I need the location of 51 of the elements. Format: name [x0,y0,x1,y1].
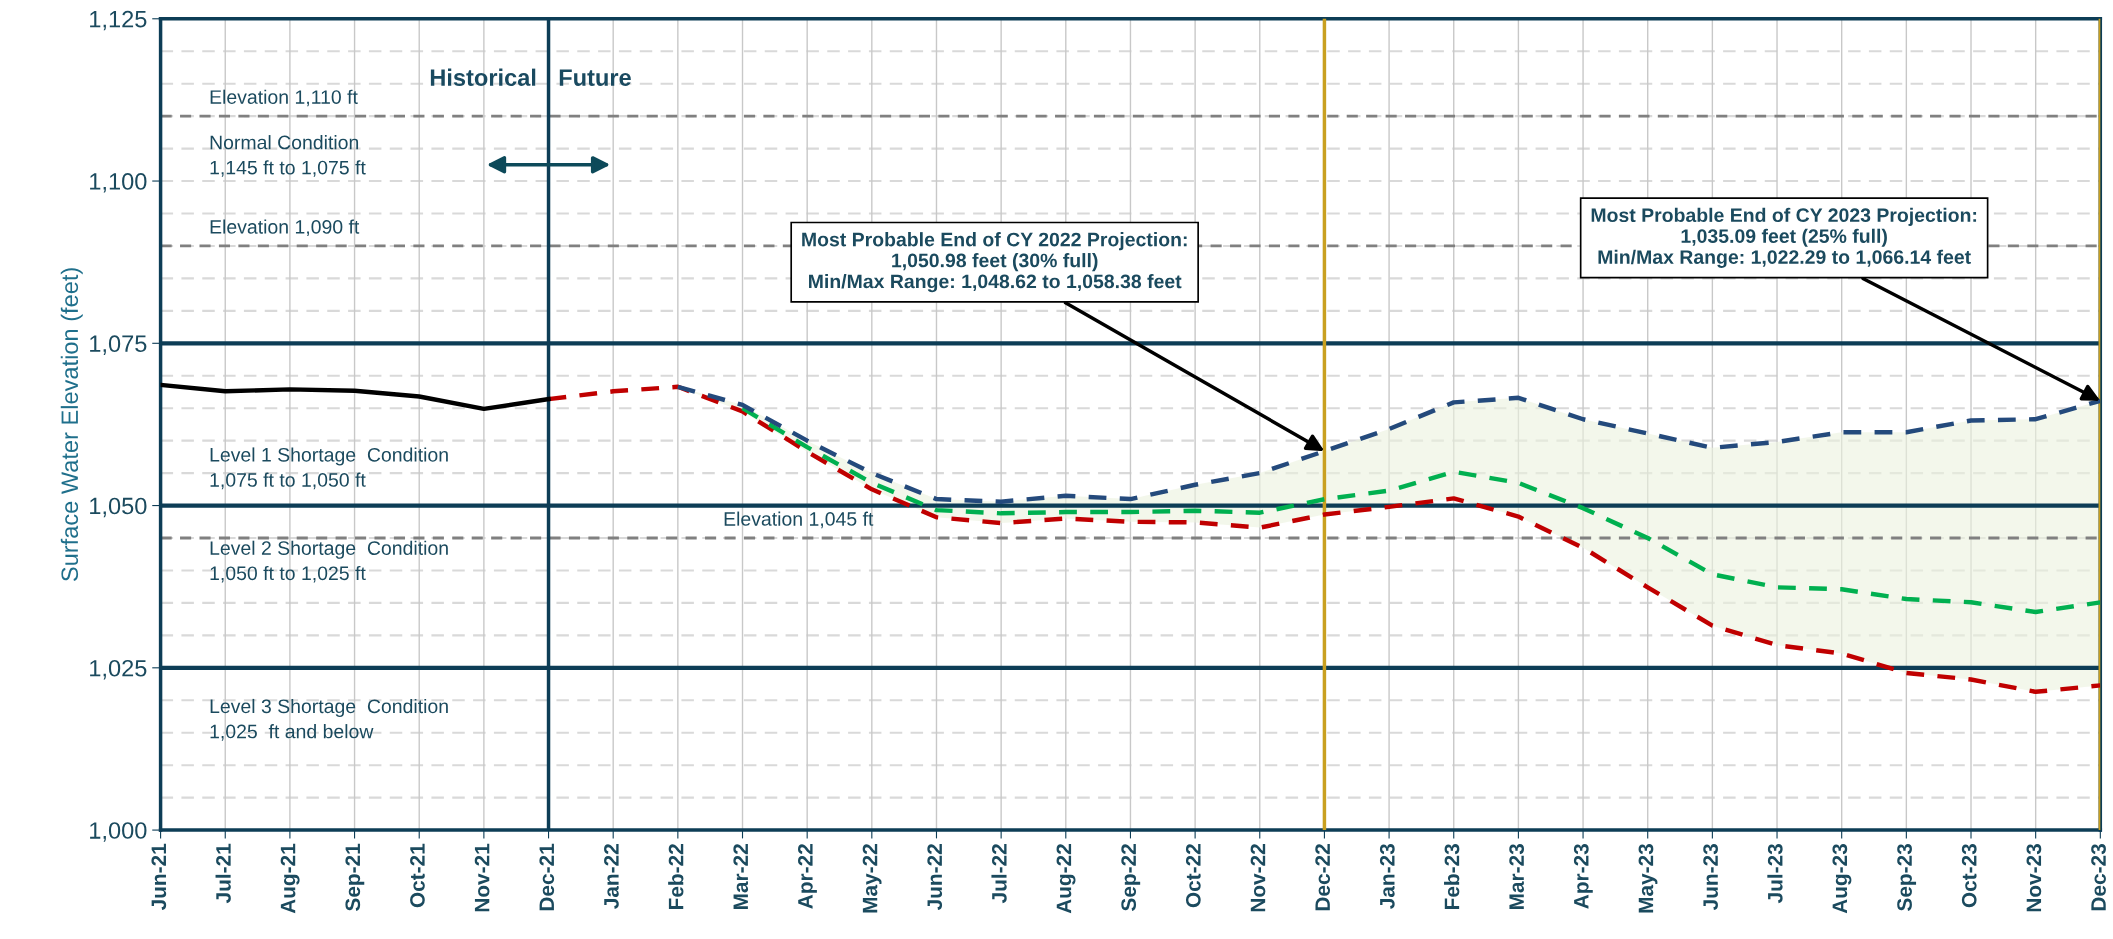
x-tick-label: Feb-23 [1444,844,1460,910]
line-series [160,382,551,412]
x-tick-label: Apr-22 [798,844,817,909]
x-tick-label: Feb-22 [668,844,684,910]
x-tick-label: Jul-22 [991,844,1007,904]
y-tick-label: 1,100 [90,173,147,193]
x-tick-label: Dec-21 [539,843,555,911]
x-tick-label: Nov-21 [474,843,490,912]
ref-line-label: Elevation 1,045 ft [724,511,874,529]
x-tick-label: Jan-23 [1379,844,1395,909]
x-tick-label: Sep-21 [345,843,365,911]
x-tick-label: Oct-23 [1961,844,1977,908]
x-tick-label: Jun-22 [927,844,943,911]
x-tick-label: Dec-22 [1315,844,1331,911]
y-tick-label: 1,125 [90,10,147,31]
x-tick-label: Oct-21 [410,843,425,908]
y-tick-label: 1,000 [90,822,147,842]
annotation: Level 1 Shortage Condition 1,075 ft to 1,050 ft [210,447,448,490]
annotation: Level 3 Shortage Condition 1,025 ft and below [210,698,448,741]
y-tick-label: 1,050 [90,497,147,518]
x-tick-label: Sep-22 [1121,844,1141,911]
x-tick-label: Mar-23 [1509,844,1525,910]
x-tick-label: Jun-21 [151,843,167,911]
x-tick-label: Apr-23 [1573,844,1593,909]
x-tick-label: Jul-23 [1767,844,1783,904]
x-tick-label: May-22 [862,844,882,913]
annotation: Most Probable End of CY 2023 Projection: 1,035.09 feet (25% full) Min/Max Range: 1,022.29 to 1,066.14 feet [1591,207,1977,268]
x-tick-label: Mar-22 [733,844,749,910]
y-axis-title: Surface Water Elevation (feet) [60,268,83,582]
annotation: Normal Condition 1,145 ft to 1,075 ft [210,135,366,177]
ref-line-label: Elevation 1,090 ft [210,219,360,237]
x-tick-label: Dec-23 [2091,844,2106,911]
x-tick-label: Nov-23 [2026,844,2042,912]
x-tick-label: Sep-23 [1897,844,1917,911]
x-tick-label: Oct-22 [1185,844,1201,908]
y-tick-label: 1,025 [90,659,147,680]
annotation: Historical [430,68,536,86]
x-tick-label: May-23 [1638,844,1658,913]
x-tick-label: Nov-22 [1250,844,1266,912]
ref-line-label: Elevation 1,110 ft [210,89,358,107]
x-tick-label: Aug-23 [1832,844,1852,914]
x-tick-label: Jun-23 [1703,844,1718,911]
annotation: Level 2 Shortage Condition 1,050 ft to 1,025 ft [210,540,448,583]
line-series [675,384,2101,504]
y-tick-label: 1,075 [90,335,147,355]
x-tick-label: Aug-21 [280,843,300,914]
annotation: Most Probable End of CY 2022 Projection: 1,050.98 feet (30% full) Min/Max Range: 1,048.62 to 1,058.38 feet [802,232,1187,293]
annotation: Future [559,69,631,86]
x-tick-label: Jul-21 [215,843,231,904]
x-tick-label: Jan-22 [604,844,619,909]
x-tick-label: Aug-22 [1056,844,1076,914]
